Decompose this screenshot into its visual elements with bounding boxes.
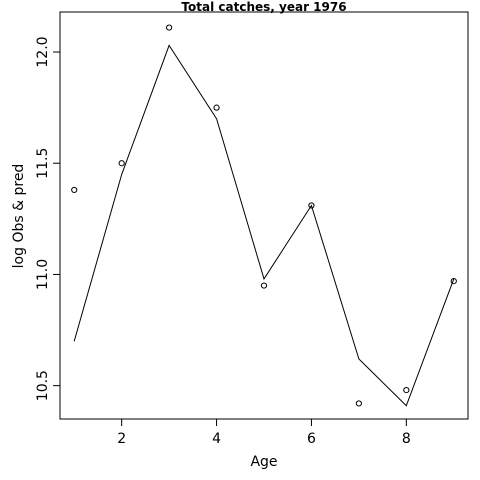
observed-point: [308, 202, 315, 209]
observed-point: [118, 160, 125, 167]
plot-frame: [59, 11, 469, 420]
observed-point: [166, 24, 173, 31]
x-tick-label: 4: [212, 431, 221, 447]
chart-title: Total catches, year 1976: [181, 0, 346, 14]
y-tick-label: 11.5: [35, 148, 51, 179]
observed-point: [260, 282, 268, 289]
x-tick-label: 6: [307, 431, 316, 447]
x-tick-label: 2: [117, 431, 126, 447]
y-tick-label: 12.0: [35, 36, 51, 67]
x-axis-label: Age: [250, 454, 277, 470]
observed-points: [71, 24, 457, 407]
y-tick-label: 10.5: [35, 370, 51, 401]
observed-point: [355, 400, 362, 407]
observed-point: [213, 104, 220, 111]
predicted-line: [73, 44, 455, 407]
y-axis-label: log Obs & pred: [11, 164, 27, 269]
x-axis: 2 4 6 8: [117, 418, 411, 447]
y-axis: 10.5 11.0 11.5 12.0: [35, 36, 61, 401]
observed-point: [403, 386, 410, 394]
y-tick-label: 11.0: [35, 259, 51, 290]
observed-point: [450, 278, 457, 285]
observed-point: [71, 186, 78, 194]
x-tick-label: 8: [402, 431, 411, 447]
